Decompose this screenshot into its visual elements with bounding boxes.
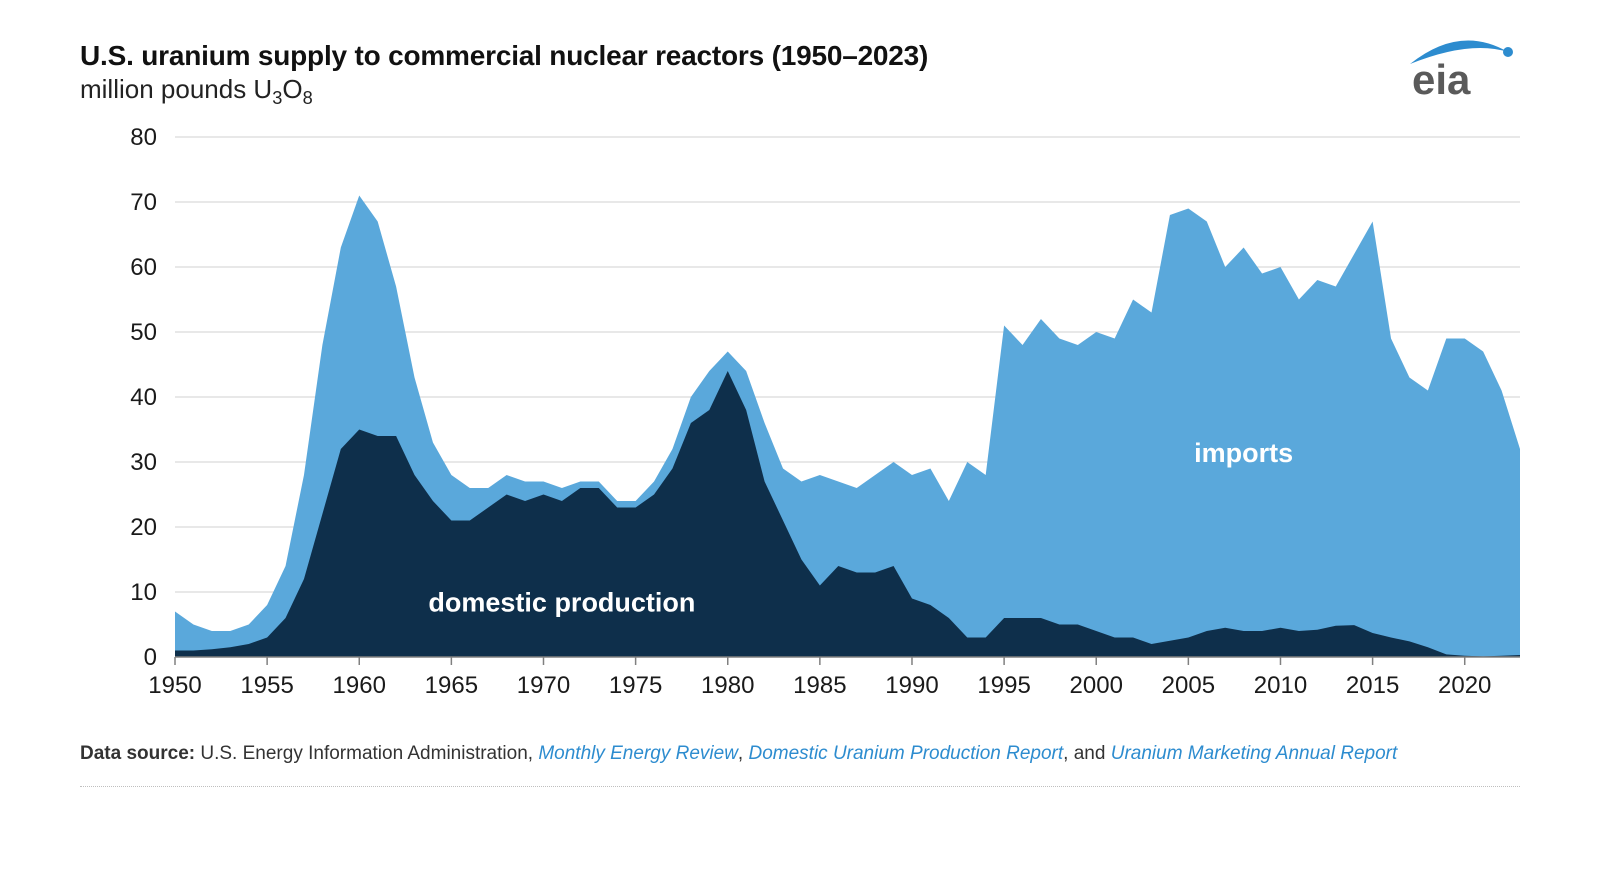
- y-tick-label: 20: [130, 514, 157, 541]
- x-tick-label: 1950: [148, 672, 201, 699]
- chart-title: U.S. uranium supply to commercial nuclea…: [80, 40, 1400, 72]
- footer-divider: [80, 786, 1520, 787]
- x-tick-label: 2010: [1254, 672, 1307, 699]
- sep1: ,: [738, 743, 749, 764]
- logo-dot-icon: [1503, 47, 1513, 57]
- y-tick-label: 10: [130, 579, 157, 606]
- x-tick-label: 2015: [1346, 672, 1399, 699]
- link-domestic-uranium-report[interactable]: Domestic Uranium Production Report: [748, 743, 1063, 764]
- uranium-supply-chart: 0 10 20 30 40 50 60 70 80 1950 1955 1960 1965 1970 197…: [80, 127, 1520, 717]
- chart-subtitle: million pounds U3O8: [80, 74, 1400, 109]
- y-tick-label: 60: [130, 254, 157, 281]
- eia-logo: eia: [1400, 34, 1520, 109]
- x-tick-label: 1960: [333, 672, 386, 699]
- subtitle-sub1: 3: [272, 88, 282, 108]
- data-source-footer: Data source: U.S. Energy Information Adm…: [80, 741, 1520, 768]
- x-tick-label: 1975: [609, 672, 662, 699]
- y-tick-label: 30: [130, 449, 157, 476]
- x-tick-label: 1985: [793, 672, 846, 699]
- label-imports: imports: [1194, 438, 1293, 468]
- x-tick-label: 2020: [1438, 672, 1491, 699]
- label-domestic-production: domestic production: [428, 588, 695, 618]
- x-tick-label: 1955: [240, 672, 293, 699]
- link-uranium-marketing-annual[interactable]: Uranium Marketing Annual Report: [1111, 743, 1398, 764]
- data-source-text: U.S. Energy Information Administration,: [195, 743, 538, 764]
- x-tick-label: 1990: [885, 672, 938, 699]
- x-tick-label: 1980: [701, 672, 754, 699]
- subtitle-prefix: million pounds U: [80, 74, 272, 104]
- y-tick-label: 70: [130, 189, 157, 216]
- x-tick-label: 1995: [977, 672, 1030, 699]
- y-tick-label: 50: [130, 319, 157, 346]
- subtitle-sub2: 8: [303, 88, 313, 108]
- x-tick-label: 1970: [517, 672, 570, 699]
- y-tick-label: 40: [130, 384, 157, 411]
- y-tick-label: 0: [144, 644, 157, 671]
- x-tick-label: 1965: [425, 672, 478, 699]
- link-monthly-energy-review[interactable]: Monthly Energy Review: [538, 743, 738, 764]
- data-source-label: Data source:: [80, 743, 195, 764]
- sep2: , and: [1063, 743, 1111, 764]
- x-tick-label: 2000: [1070, 672, 1123, 699]
- logo-text: eia: [1412, 56, 1471, 103]
- y-tick-label: 80: [130, 127, 157, 151]
- x-tick-label: 2005: [1162, 672, 1215, 699]
- subtitle-mid: O: [282, 74, 302, 104]
